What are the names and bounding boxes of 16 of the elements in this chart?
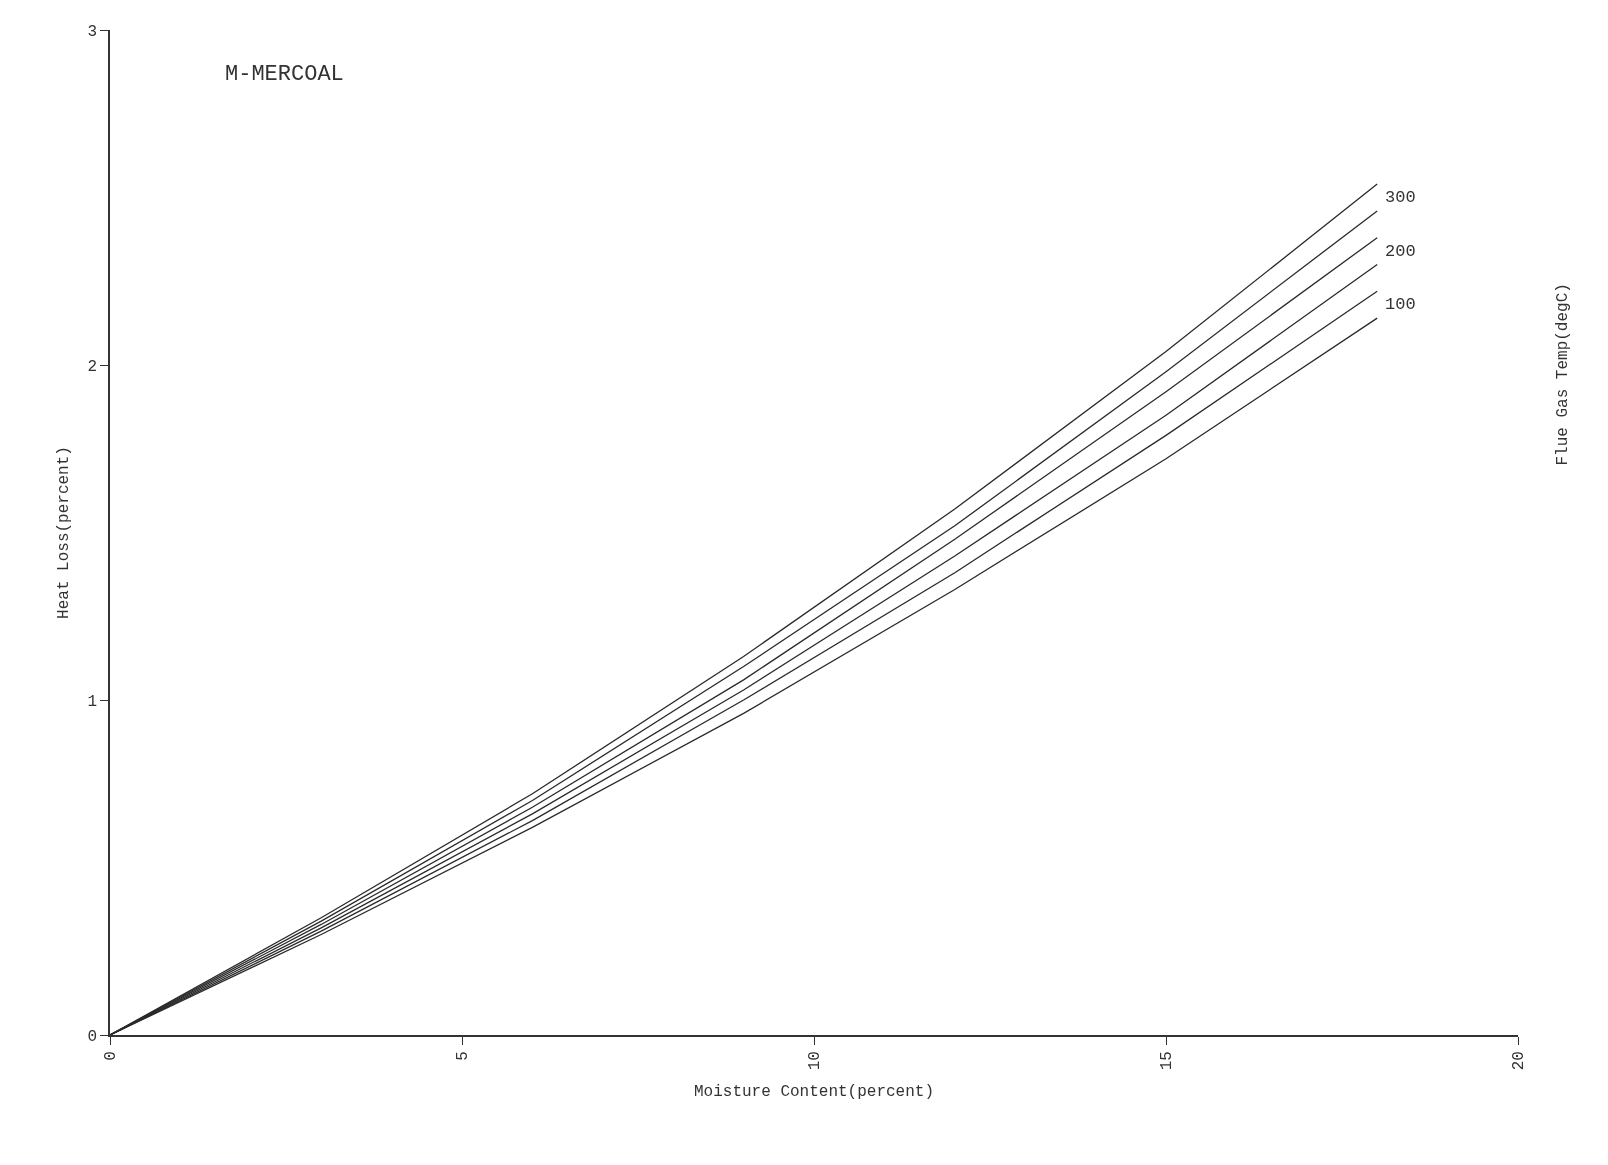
y-axis-title: Heat Loss(percent) xyxy=(54,446,73,619)
x-tick-label: 15 xyxy=(1158,1051,1177,1071)
y-tick-label: 1 xyxy=(87,692,98,711)
x-tick-label: 0 xyxy=(102,1051,121,1061)
x-tick-label: 20 xyxy=(1510,1051,1529,1071)
y-tick-label: 0 xyxy=(87,1027,98,1046)
x-tick-label: 5 xyxy=(454,1051,473,1061)
y-tick-label: 2 xyxy=(87,357,98,376)
series-label: 200 xyxy=(1385,242,1416,261)
text: M-MERCOAL xyxy=(225,62,344,87)
x-axis-title: Moisture Content(percent) xyxy=(693,1082,935,1101)
series-label: 300 xyxy=(1385,188,1416,207)
y-tick-label: 3 xyxy=(87,22,98,41)
x-tick-label: 10 xyxy=(806,1051,825,1071)
y2-axis-title: Flue Gas Temp(degC) xyxy=(1554,283,1573,466)
series-label: 100 xyxy=(1385,295,1416,314)
